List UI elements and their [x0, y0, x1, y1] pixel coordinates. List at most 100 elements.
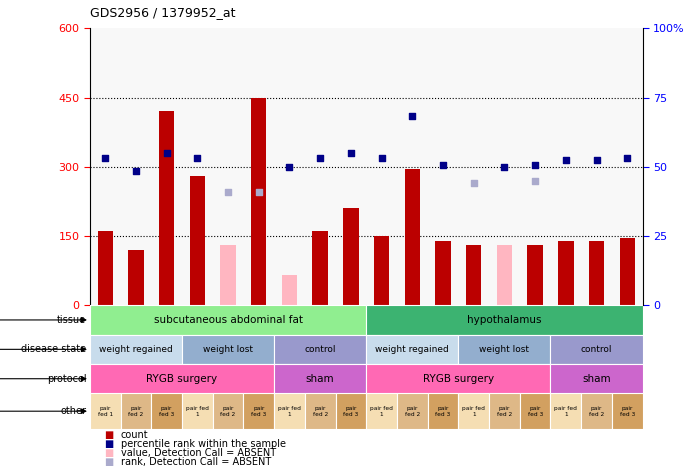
Bar — [90, 364, 274, 393]
Text: pair
fed 3: pair fed 3 — [527, 406, 542, 417]
Point — [284, 163, 295, 171]
Bar — [620, 238, 635, 305]
Text: pair
fed 3: pair fed 3 — [620, 406, 635, 417]
Text: control: control — [305, 345, 336, 354]
Bar — [189, 176, 205, 305]
Point — [560, 156, 571, 164]
Text: weight regained: weight regained — [99, 345, 173, 354]
Bar — [527, 245, 543, 305]
Bar — [612, 393, 643, 429]
Text: GDS2956 / 1379952_at: GDS2956 / 1379952_at — [90, 6, 236, 19]
Point — [529, 177, 540, 184]
Point — [529, 161, 540, 168]
Bar — [90, 335, 182, 364]
Text: pair
fed 2: pair fed 2 — [129, 406, 144, 417]
Text: value, Detection Call = ABSENT: value, Detection Call = ABSENT — [121, 448, 276, 458]
Bar — [220, 245, 236, 305]
Text: other: other — [60, 406, 86, 416]
Bar — [366, 335, 458, 364]
Bar — [366, 364, 551, 393]
Text: sham: sham — [583, 374, 611, 384]
Text: pair
fed 3: pair fed 3 — [159, 406, 174, 417]
Text: pair
fed 2: pair fed 2 — [589, 406, 604, 417]
Text: RYGB surgery: RYGB surgery — [146, 374, 218, 384]
Bar — [336, 393, 366, 429]
Text: rank, Detection Call = ABSENT: rank, Detection Call = ABSENT — [121, 457, 271, 467]
Bar — [97, 231, 113, 305]
Bar — [159, 111, 174, 305]
Bar — [558, 241, 574, 305]
Text: weight regained: weight regained — [375, 345, 449, 354]
Bar — [282, 275, 297, 305]
Bar — [366, 305, 643, 335]
Text: count: count — [121, 430, 149, 440]
Bar — [397, 393, 428, 429]
Bar — [551, 335, 643, 364]
Bar — [589, 241, 604, 305]
Bar — [151, 393, 182, 429]
Bar — [90, 305, 366, 335]
Bar — [251, 98, 267, 305]
Text: pair
fed 3: pair fed 3 — [435, 406, 451, 417]
Point — [376, 154, 387, 162]
Text: sham: sham — [306, 374, 334, 384]
Point — [253, 189, 264, 196]
Text: pair
fed 2: pair fed 2 — [497, 406, 512, 417]
Text: percentile rank within the sample: percentile rank within the sample — [121, 439, 286, 449]
Bar — [458, 393, 489, 429]
Bar — [466, 245, 482, 305]
Bar — [405, 169, 420, 305]
Text: weight lost: weight lost — [480, 345, 529, 354]
Bar — [312, 231, 328, 305]
Text: control: control — [581, 345, 612, 354]
Bar — [374, 236, 389, 305]
Text: subcutaneous abdominal fat: subcutaneous abdominal fat — [153, 315, 303, 325]
Bar — [182, 393, 213, 429]
Text: pair
fed 2: pair fed 2 — [312, 406, 328, 417]
Text: ■: ■ — [104, 457, 113, 467]
Bar — [213, 393, 243, 429]
Point — [468, 179, 480, 187]
Text: pair
fed 2: pair fed 2 — [220, 406, 236, 417]
Bar — [366, 393, 397, 429]
Bar — [428, 393, 458, 429]
Point — [161, 149, 172, 157]
Point — [437, 161, 448, 168]
Bar — [182, 335, 274, 364]
Point — [100, 154, 111, 162]
Bar — [497, 245, 512, 305]
Bar — [129, 250, 144, 305]
Point — [192, 154, 203, 162]
Bar — [243, 393, 274, 429]
Point — [622, 154, 633, 162]
Bar — [120, 393, 151, 429]
Bar — [343, 209, 359, 305]
Text: protocol: protocol — [47, 374, 86, 384]
Text: disease state: disease state — [21, 344, 86, 355]
Bar — [274, 335, 366, 364]
Bar — [435, 241, 451, 305]
Text: weight lost: weight lost — [203, 345, 253, 354]
Text: pair fed
1: pair fed 1 — [370, 406, 393, 417]
Bar — [520, 393, 551, 429]
Text: pair
fed 3: pair fed 3 — [343, 406, 359, 417]
Text: ■: ■ — [104, 439, 113, 449]
Point — [346, 149, 357, 157]
Point — [131, 168, 142, 175]
Bar — [90, 393, 120, 429]
Text: RYGB surgery: RYGB surgery — [423, 374, 494, 384]
Text: hypothalamus: hypothalamus — [467, 315, 542, 325]
Text: tissue: tissue — [57, 315, 86, 325]
Point — [223, 189, 234, 196]
Point — [314, 154, 325, 162]
Text: ■: ■ — [104, 430, 113, 440]
Bar — [489, 393, 520, 429]
Bar — [274, 393, 305, 429]
Text: pair
fed 1: pair fed 1 — [97, 406, 113, 417]
Text: pair fed
1: pair fed 1 — [554, 406, 577, 417]
Bar — [551, 364, 643, 393]
Text: pair
fed 2: pair fed 2 — [405, 406, 420, 417]
Text: ■: ■ — [104, 448, 113, 458]
Bar — [458, 335, 551, 364]
Point — [499, 163, 510, 171]
